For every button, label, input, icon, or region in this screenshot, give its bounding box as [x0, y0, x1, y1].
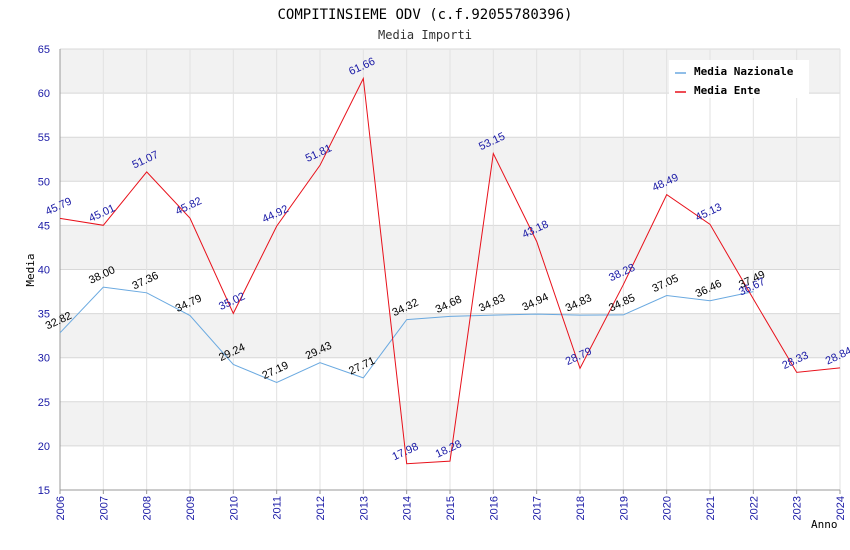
legend-label-ente: Media Ente — [694, 84, 761, 97]
y-tick-labels: 15 20 25 30 35 40 45 50 55 60 65 — [38, 44, 50, 497]
x-tick-label: 2006 — [55, 496, 67, 520]
axes — [59, 49, 841, 494]
x-tick-label: 2014 — [402, 496, 414, 520]
x-tick-label: 2016 — [488, 496, 500, 520]
y-tick-label: 25 — [38, 397, 50, 409]
x-tick-label: 2020 — [662, 496, 674, 520]
chart-title: COMPITINSIEME ODV (c.f.92055780396) — [277, 7, 572, 23]
x-tick-labels: 2006 2007 2008 2009 2010 2011 2012 2013 2014 2015… — [55, 496, 847, 520]
y-tick-label: 55 — [38, 132, 50, 144]
legend-label-nazionale: Media Nazionale — [694, 65, 794, 78]
y-tick-label: 20 — [38, 441, 50, 453]
x-axis-label: Anno — [811, 518, 838, 531]
y-tick-label: 60 — [38, 88, 50, 100]
x-tick-label: 2012 — [315, 496, 327, 520]
y-tick-label: 40 — [38, 265, 50, 277]
y-tick-label: 35 — [38, 309, 50, 321]
x-tick-label: 2019 — [618, 496, 630, 520]
series-lines — [59, 76, 841, 465]
y-tick-label: 15 — [38, 485, 50, 497]
y-axis-label: Media — [24, 253, 37, 286]
y-tick-label: 30 — [38, 353, 50, 365]
series-line-ente — [59, 76, 841, 465]
x-tick-label: 2022 — [748, 496, 760, 520]
y-tick-label: 50 — [38, 176, 50, 188]
x-tick-label: 2010 — [228, 496, 240, 520]
x-tick-label: 2011 — [272, 496, 284, 520]
legend-box — [669, 60, 809, 98]
x-tick-label: 2023 — [792, 496, 804, 520]
y-tick-label: 65 — [38, 44, 50, 56]
series-line-nazionale — [59, 286, 754, 384]
x-tick-label: 2021 — [705, 496, 717, 520]
legend: Media Nazionale Media Ente — [669, 60, 809, 98]
y-tick-label: 45 — [38, 220, 50, 232]
x-tick-label: 2017 — [532, 496, 544, 520]
x-tick-label: 2008 — [142, 496, 154, 520]
x-tick-label: 2009 — [185, 496, 197, 520]
x-tick-label: 2007 — [98, 496, 110, 520]
x-tick-label: 2015 — [445, 496, 457, 520]
chart-subtitle: Media Importi — [378, 28, 472, 42]
x-tick-label: 2018 — [575, 496, 587, 520]
x-tick-label: 2013 — [358, 496, 370, 520]
x-tick-label: 2024 — [835, 496, 847, 520]
